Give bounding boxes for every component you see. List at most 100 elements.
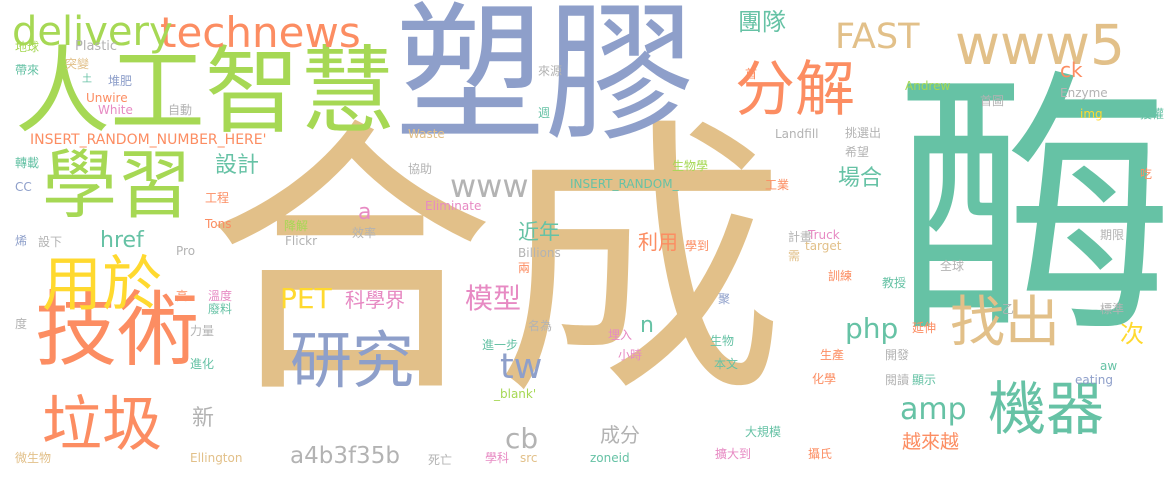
- word-54: Enzyme: [1060, 86, 1108, 100]
- word-75: 效率: [352, 226, 377, 240]
- word-20: PET: [280, 282, 332, 315]
- word-26: 場合: [838, 166, 883, 191]
- word-80: 期限: [1100, 228, 1125, 242]
- word-93: 力量: [190, 324, 215, 338]
- word-91: 乙: [1002, 302, 1015, 316]
- word-111: 大規模: [745, 425, 782, 439]
- word-11: 垃圾: [42, 390, 162, 460]
- word-7: 機器: [988, 375, 1105, 443]
- word-84: 全球: [940, 259, 965, 273]
- word-71: Truck: [808, 228, 840, 242]
- word-17: tw: [500, 347, 543, 387]
- word-27: 近年: [518, 220, 560, 244]
- word-37: 新: [192, 406, 215, 431]
- word-29: 科學界: [345, 288, 405, 312]
- word-18: amp: [900, 392, 967, 427]
- word-46: Unwire: [86, 91, 128, 105]
- word-44: 土: [82, 74, 92, 85]
- word-1: 塑膠: [395, 0, 696, 162]
- word-63: 生物學: [672, 159, 709, 173]
- word-113: Ellington: [190, 451, 243, 465]
- word-13: technews: [160, 8, 361, 57]
- word-34: 次: [1120, 320, 1144, 348]
- word-110: _blank': [494, 387, 537, 401]
- word-118: 擴大到: [715, 447, 752, 461]
- word-41: 地球: [15, 40, 40, 54]
- word-4: 技術: [35, 283, 200, 378]
- word-73: 烯: [15, 234, 28, 248]
- word-61: 轉載: [15, 156, 40, 170]
- word-116: src: [520, 451, 538, 465]
- word-9: 找出: [950, 290, 1061, 354]
- word-55: img: [1080, 107, 1103, 121]
- word-43: 突變: [65, 57, 90, 71]
- word-86: 溫度: [208, 289, 233, 303]
- word-103: 小時: [618, 348, 643, 362]
- word-76: Pro: [176, 244, 196, 258]
- word-69: Tons: [205, 217, 232, 231]
- word-36: a: [358, 200, 372, 225]
- word-51: 首: [745, 67, 758, 81]
- word-107: 化學: [812, 372, 837, 386]
- word-81: Billions: [518, 246, 561, 260]
- word-85: 高: [176, 289, 189, 303]
- word-30: 利用: [638, 230, 678, 254]
- word-90: 聚: [718, 292, 731, 306]
- word-38: INSERT_RANDOM_NUMBER_HERE': [30, 132, 267, 148]
- word-101: 開發: [885, 348, 910, 362]
- word-59: 希望: [845, 145, 870, 159]
- word-70: 降解: [284, 219, 309, 233]
- word-47: White: [98, 103, 133, 117]
- word-67: 工程: [205, 191, 230, 205]
- word-117: zoneid: [590, 451, 630, 465]
- word-12: www5: [955, 13, 1125, 77]
- word-60: Waste: [408, 127, 445, 141]
- word-24: 團隊: [738, 8, 786, 36]
- word-16: www: [450, 167, 529, 205]
- word-106: 顯示: [912, 373, 937, 387]
- word-95: 延伸: [912, 321, 937, 335]
- word-79: 學到: [685, 239, 710, 253]
- word-72: target: [805, 239, 842, 253]
- word-82: 兩: [518, 261, 531, 275]
- word-92: 度: [15, 317, 28, 331]
- word-48: 自動: [168, 103, 193, 117]
- word-49: 來源: [538, 64, 563, 78]
- word-89: 廢料: [208, 302, 233, 316]
- word-35: n: [640, 313, 654, 338]
- word-21: 模型: [465, 282, 522, 315]
- word-96: 標準: [1100, 302, 1125, 316]
- word-99: 生產: [820, 348, 845, 362]
- word-65: 吃: [1140, 167, 1153, 181]
- word-0: 合成: [205, 96, 785, 433]
- word-78: 計畫: [788, 230, 813, 244]
- word-50: 週: [538, 106, 551, 120]
- word-105: 閱讀: [885, 373, 910, 387]
- word-56: 授權: [1140, 107, 1165, 121]
- word-112: 微生物: [15, 451, 52, 465]
- word-3: 人工智慧: [15, 37, 396, 147]
- word-15: FAST: [835, 17, 920, 57]
- word-57: Landfill: [775, 127, 819, 141]
- word-87: 訓練: [828, 269, 853, 283]
- word-53: 首圖: [980, 94, 1005, 108]
- word-88: 教授: [882, 276, 907, 290]
- word-28: href: [100, 228, 144, 253]
- word-8: 分解: [735, 55, 855, 125]
- word-5: 學習: [42, 141, 193, 229]
- word-83: 需: [788, 249, 801, 263]
- word-119: 攝氏: [808, 447, 833, 461]
- word-52: Andrew: [905, 79, 951, 93]
- word-100: 進一步: [482, 338, 519, 352]
- word-102: 進化: [190, 357, 215, 371]
- word-108: aw: [1100, 359, 1118, 373]
- word-74: 設下: [38, 235, 63, 249]
- word-104: 本文: [714, 357, 739, 371]
- word-2: 酶: [895, 47, 1175, 373]
- word-10: 用於: [42, 250, 162, 320]
- word-62: 協助: [408, 162, 433, 176]
- word-25: 設計: [215, 153, 260, 178]
- word-19: php: [845, 312, 899, 345]
- word-114: 死亡: [428, 453, 453, 467]
- word-97: 埋入: [608, 328, 633, 342]
